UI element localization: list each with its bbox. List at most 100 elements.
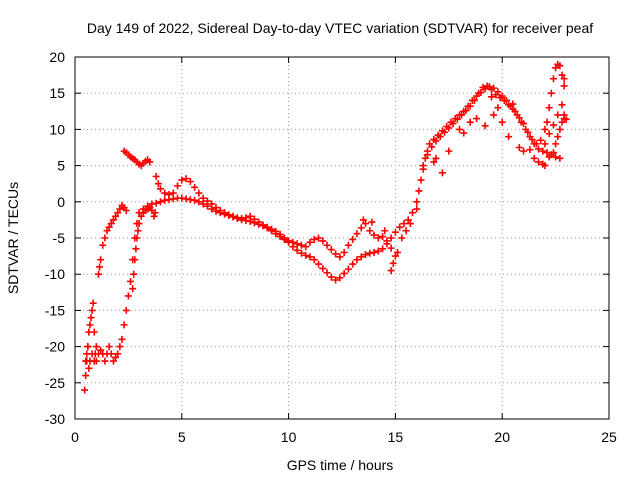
data-point xyxy=(359,216,367,224)
data-point xyxy=(475,89,483,97)
data-point xyxy=(421,154,429,162)
data-point xyxy=(526,146,534,154)
data-point xyxy=(541,140,549,148)
data-point xyxy=(513,111,521,119)
data-point xyxy=(118,335,126,343)
data-point xyxy=(92,343,100,351)
data-point xyxy=(191,196,199,204)
data-point xyxy=(297,249,305,257)
data-point xyxy=(361,220,369,228)
data-point xyxy=(398,234,406,242)
data-point xyxy=(130,270,138,278)
data-point xyxy=(558,71,566,79)
data-point xyxy=(383,237,391,245)
data-point xyxy=(344,265,352,273)
data-point xyxy=(408,209,416,217)
data-point xyxy=(268,227,276,235)
data-point xyxy=(357,253,365,261)
data-point xyxy=(483,82,491,90)
data-point xyxy=(315,260,323,268)
data-point xyxy=(131,256,139,264)
x-tick-label: 25 xyxy=(601,429,617,445)
x-axis-label: GPS time / hours xyxy=(287,457,394,473)
x-tick-label: 20 xyxy=(494,429,510,445)
data-point xyxy=(255,218,263,226)
y-tick-label: 20 xyxy=(49,49,65,65)
data-point xyxy=(152,199,160,207)
data-point xyxy=(556,125,564,133)
data-point xyxy=(404,216,412,224)
data-point xyxy=(496,94,504,102)
data-point xyxy=(152,172,160,180)
data-point xyxy=(530,140,538,148)
data-point xyxy=(225,211,233,219)
data-point xyxy=(479,83,487,91)
data-point xyxy=(293,246,301,254)
plot-frame xyxy=(74,56,610,420)
y-tick-label: -20 xyxy=(45,339,65,355)
data-point xyxy=(137,212,145,220)
data-point xyxy=(323,269,331,277)
data-point xyxy=(552,140,560,148)
data-point xyxy=(353,230,361,238)
data-point xyxy=(315,234,323,242)
data-point xyxy=(349,260,357,268)
data-point xyxy=(357,224,365,232)
data-point xyxy=(492,91,500,99)
data-point xyxy=(195,189,203,197)
data-point xyxy=(327,273,335,281)
data-point xyxy=(556,154,564,162)
data-point xyxy=(490,111,498,119)
data-point xyxy=(96,263,104,271)
data-point xyxy=(549,75,557,83)
data-point xyxy=(458,111,466,119)
data-point xyxy=(297,241,305,249)
data-point xyxy=(379,233,387,241)
data-point xyxy=(336,274,344,282)
data-point xyxy=(517,118,525,126)
data-point xyxy=(470,96,478,104)
data-point xyxy=(101,357,109,365)
data-point xyxy=(336,253,344,261)
data-point xyxy=(103,227,111,235)
data-points xyxy=(81,60,570,394)
y-tick-label: 10 xyxy=(49,121,65,137)
data-point xyxy=(242,214,250,222)
data-point xyxy=(417,176,425,184)
data-point xyxy=(460,129,468,137)
data-point xyxy=(413,205,421,213)
data-point xyxy=(107,220,115,228)
data-point xyxy=(453,115,461,123)
data-point xyxy=(99,241,107,249)
data-point xyxy=(535,145,543,153)
data-point xyxy=(178,176,186,184)
data-point xyxy=(87,314,95,322)
data-point xyxy=(438,169,446,177)
data-point xyxy=(543,149,551,157)
y-tick-labels: -30 -25 -20 -15 -10 -5 0 5 10 15 20 xyxy=(45,49,65,427)
data-point xyxy=(116,343,124,351)
data-point xyxy=(549,149,557,157)
data-point xyxy=(97,346,105,354)
data-point xyxy=(481,122,489,130)
data-point xyxy=(161,189,169,197)
data-point xyxy=(361,251,369,259)
data-point xyxy=(276,233,284,241)
data-point xyxy=(344,241,352,249)
data-point xyxy=(109,357,117,365)
data-point xyxy=(154,180,162,188)
data-point xyxy=(340,269,348,277)
data-point xyxy=(186,178,194,186)
data-point xyxy=(306,253,314,261)
data-point xyxy=(97,256,105,264)
data-point xyxy=(562,115,570,123)
data-point xyxy=(389,259,397,267)
y-tick-label: -15 xyxy=(45,302,65,318)
y-tick-label: -25 xyxy=(45,375,65,391)
data-point xyxy=(400,220,408,228)
data-point xyxy=(112,353,120,361)
data-point xyxy=(156,198,164,206)
data-point xyxy=(156,185,164,193)
data-point xyxy=(122,206,130,214)
data-point xyxy=(430,158,438,166)
